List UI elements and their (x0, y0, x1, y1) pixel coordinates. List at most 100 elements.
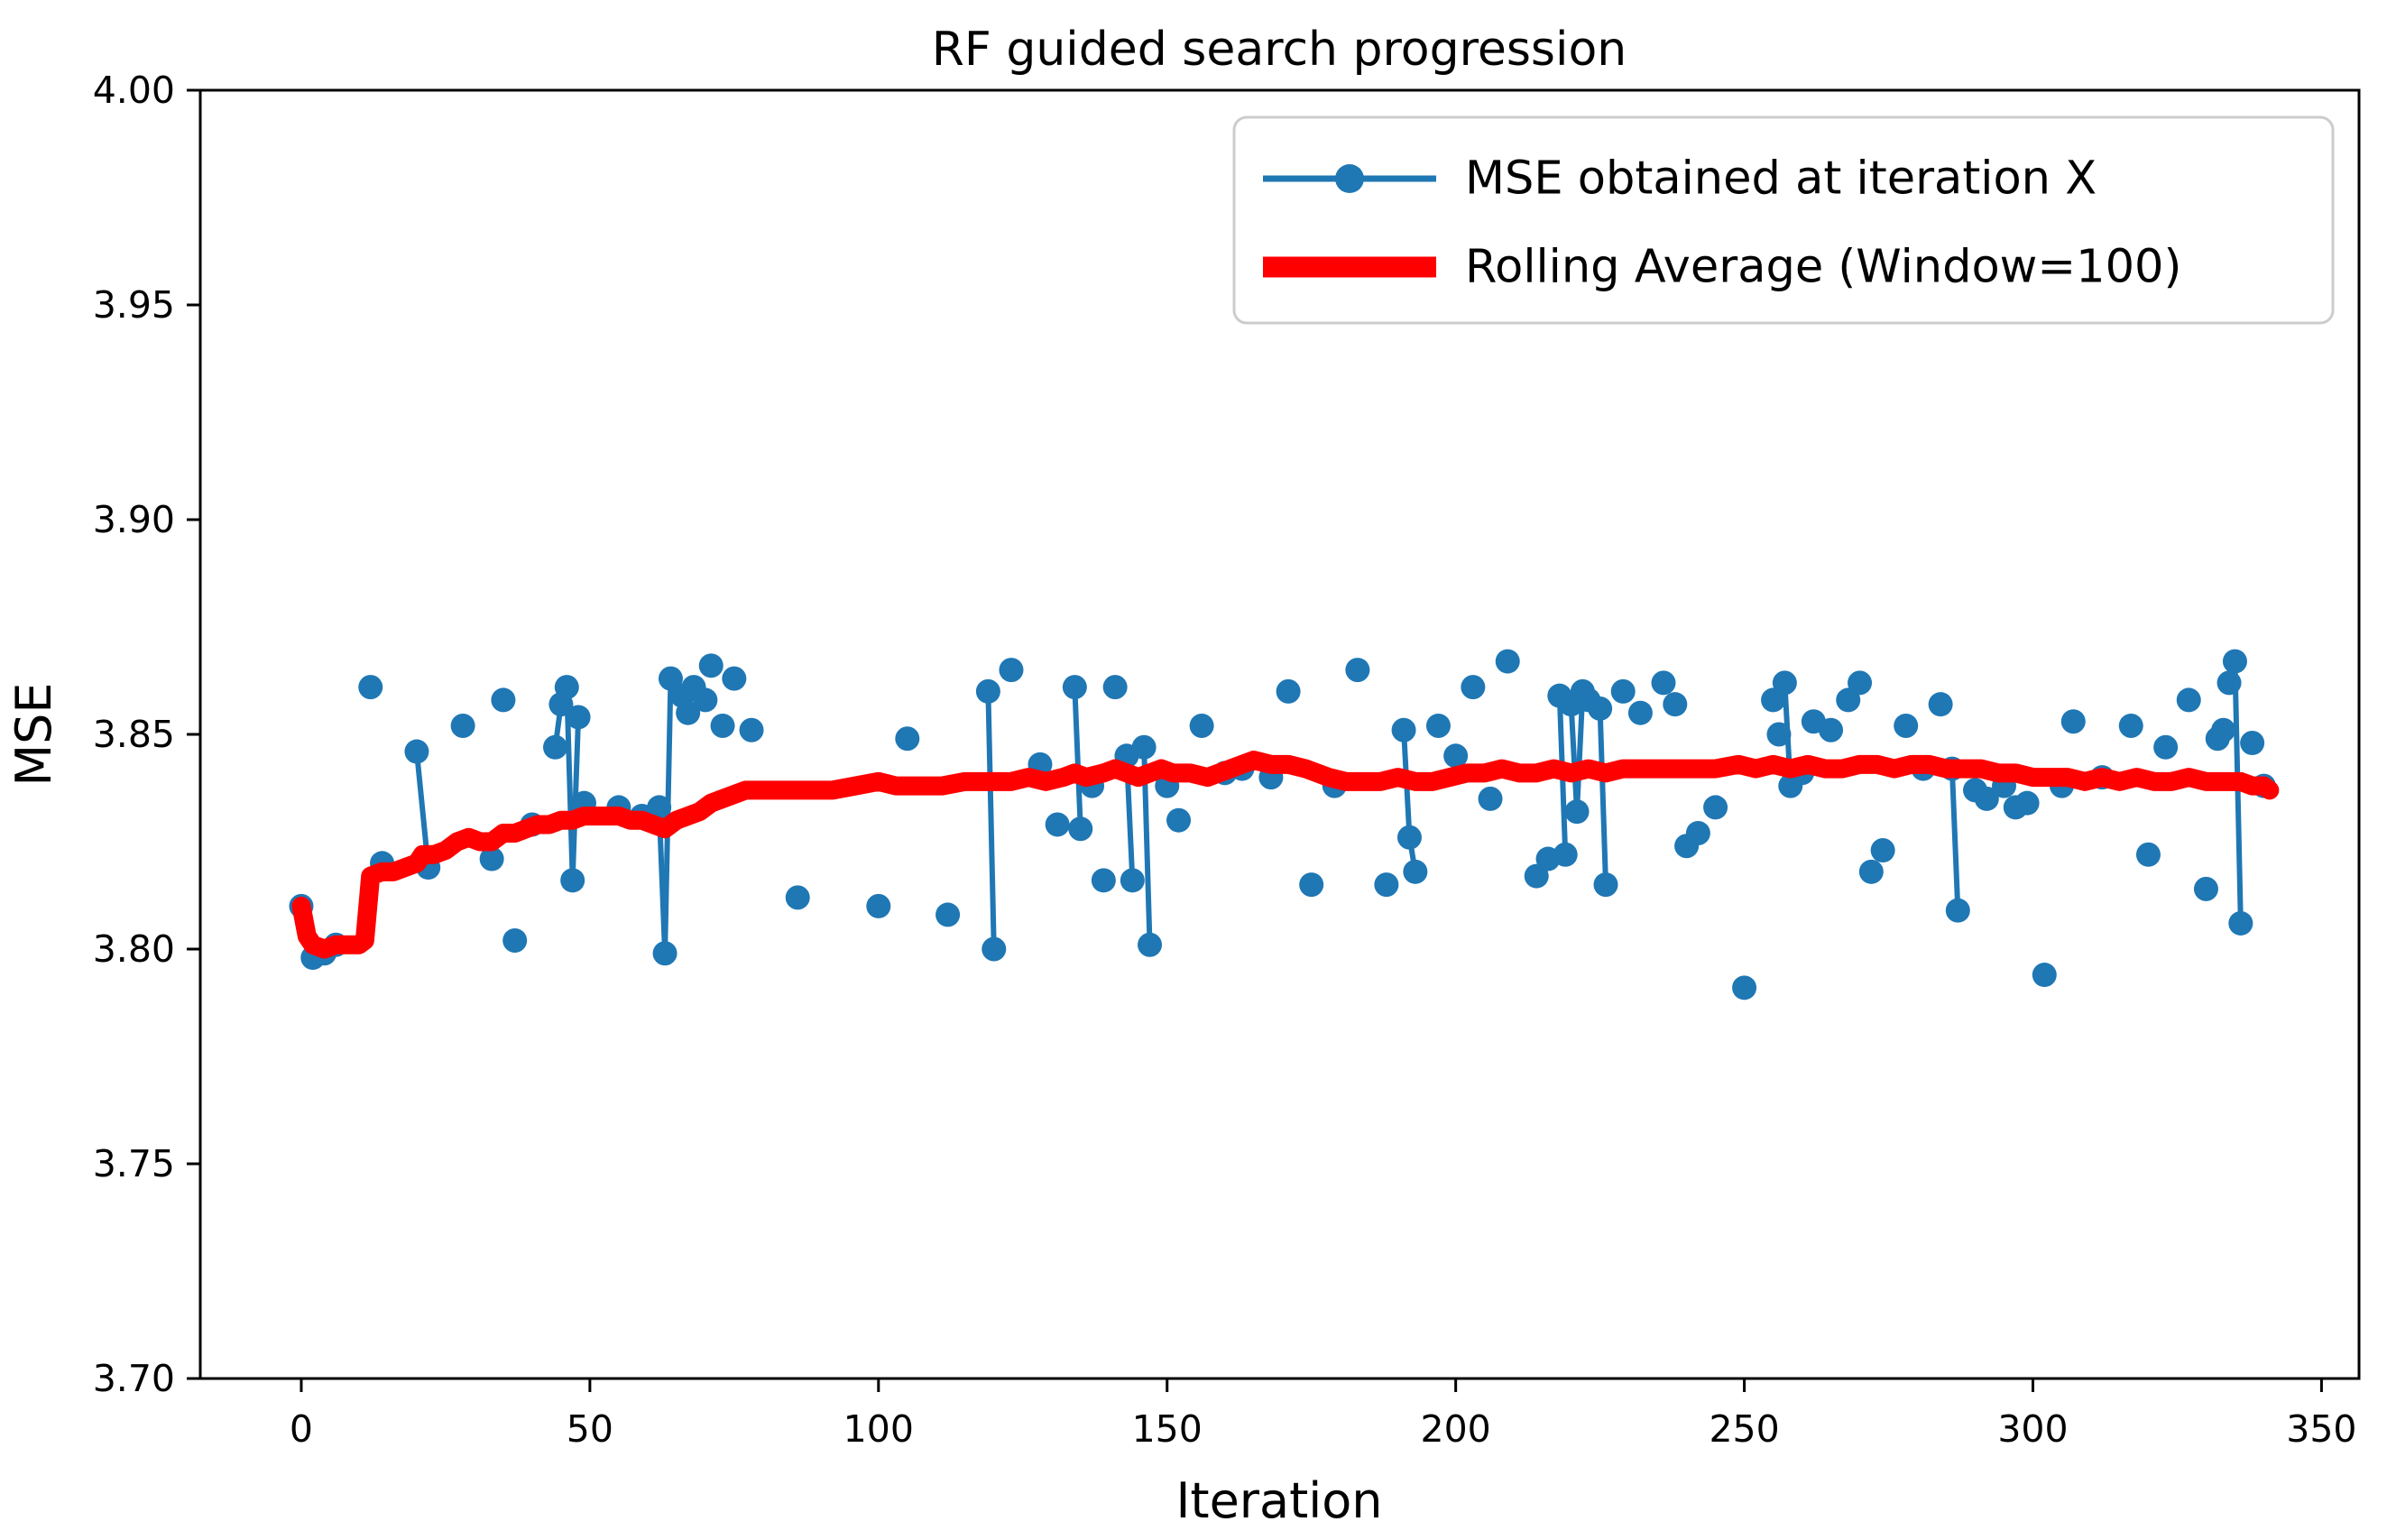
mse-data-point (935, 902, 961, 927)
mse-data-point (1848, 670, 1873, 696)
mse-data-point (652, 941, 677, 966)
mse-data-point (1685, 820, 1710, 845)
y-axis-label: MSE (5, 683, 62, 787)
mse-data-point (676, 700, 701, 725)
mse-data-point (698, 653, 723, 678)
mse-data-point (785, 885, 810, 910)
mse-data-point (1819, 717, 1844, 742)
mse-data-point (404, 739, 429, 764)
mse-data-point (975, 678, 1000, 704)
mse-data-point (1610, 678, 1636, 704)
mse-connector-line (2232, 659, 2244, 927)
mse-data-point (1495, 649, 1520, 674)
mse-connector-line (1072, 684, 1083, 832)
mse-data-point (1974, 786, 1999, 811)
mse-data-point (1425, 713, 1451, 738)
mse-data-point (710, 713, 735, 738)
mse-data-point (1836, 687, 1861, 713)
mse-data-point (866, 893, 891, 918)
mse-data-point (895, 726, 920, 752)
mse-data-point (560, 868, 585, 893)
mse-data-point (1478, 786, 1503, 811)
mse-data-point (1138, 932, 1163, 957)
mse-data-point (1593, 872, 1618, 898)
mse-data-point (543, 734, 568, 760)
mse-data-point (1553, 842, 1578, 867)
mse-data-point (2153, 734, 2179, 760)
mse-data-point (2193, 876, 2218, 901)
mse-data-point (1166, 807, 1192, 833)
mse-data-point (358, 675, 383, 700)
mse-data-point (1068, 816, 1093, 842)
y-tick-label: 3.95 (93, 283, 175, 327)
mse-data-point (1870, 838, 1895, 863)
mse-data-point (1391, 717, 1416, 742)
x-tick-label: 50 (567, 1407, 613, 1451)
mse-data-point (2176, 687, 2201, 713)
mse-connector-line (1574, 688, 1586, 815)
y-tick-label: 3.80 (93, 927, 175, 971)
mse-data-point (658, 666, 683, 691)
mse-data-point (1276, 678, 1301, 704)
x-tick-label: 350 (2286, 1407, 2356, 1451)
mse-data-point (693, 687, 718, 713)
mse-data-point (1345, 658, 1370, 683)
mse-data-point (1928, 692, 1953, 717)
x-tick-label: 200 (1421, 1407, 1491, 1451)
mse-data-point (2240, 731, 2265, 756)
mse-data-point (1564, 799, 1590, 825)
mse-connector-line (985, 688, 997, 952)
mse-data-point (1189, 713, 1214, 738)
mse-data-point (1131, 734, 1157, 760)
x-tick-label: 150 (1132, 1407, 1203, 1451)
x-tick-label: 300 (1997, 1407, 2068, 1451)
mse-data-point (739, 717, 764, 742)
mse-data-point (566, 705, 591, 730)
series-layer (289, 649, 2280, 1001)
mse-data-point (2135, 842, 2161, 867)
mse-data-point (1732, 975, 1757, 1001)
legend-box (1232, 115, 2335, 325)
y-tick-label: 3.75 (93, 1142, 175, 1185)
x-tick-label: 250 (1709, 1407, 1779, 1451)
mse-data-point (722, 666, 747, 691)
mse-data-point (1894, 713, 1919, 738)
mse-data-point (1120, 868, 1145, 893)
y-tick-label: 3.70 (93, 1357, 175, 1400)
mse-data-point (1443, 743, 1469, 769)
axes-spines (198, 88, 2361, 1380)
mse-data-point (1091, 868, 1116, 893)
mse-data-point (1403, 859, 1428, 884)
mse-data-point (1524, 863, 1549, 889)
mse-data-point (1858, 859, 1884, 884)
mse-data-point (1396, 825, 1422, 850)
y-tick-label: 3.90 (93, 498, 175, 541)
mse-data-point (2211, 717, 2236, 742)
legend-mse-marker-icon (1335, 164, 1364, 193)
mse-data-point (1663, 692, 1688, 717)
mse-data-point (1299, 872, 1324, 898)
mse-data-point (1703, 795, 1728, 820)
mse-data-point (2222, 649, 2247, 674)
legend-label-rolling-average: Rolling Average (Window=100) (1465, 241, 2181, 294)
mse-data-point (1627, 700, 1653, 725)
mse-connector-line (1949, 766, 1961, 914)
mse-data-point (479, 846, 504, 871)
mse-connector-line (1597, 705, 1609, 888)
mse-data-point (1045, 812, 1070, 837)
mse-data-point (554, 675, 579, 700)
mse-data-point (2060, 709, 2086, 734)
mse-data-point (1461, 675, 1486, 700)
chart-title: RF guided search progression (932, 23, 1627, 77)
axis-ticks: 0 50 100 150 200 250 300 350 4.00 3.95 3.90 3.85 3.8… (93, 69, 2357, 1451)
mse-data-point (2216, 670, 2242, 696)
mse-data-point (1374, 872, 1399, 898)
legend: MSE obtained at iteration X Rolling Aver… (1232, 115, 2335, 325)
x-axis-label: Iteration (1175, 1472, 1382, 1529)
mse-data-point (1945, 898, 1970, 923)
mse-data-point (1102, 675, 1128, 700)
mse-data-point (647, 795, 672, 820)
mse-data-point (999, 658, 1024, 683)
mse-data-point (1772, 670, 1797, 696)
